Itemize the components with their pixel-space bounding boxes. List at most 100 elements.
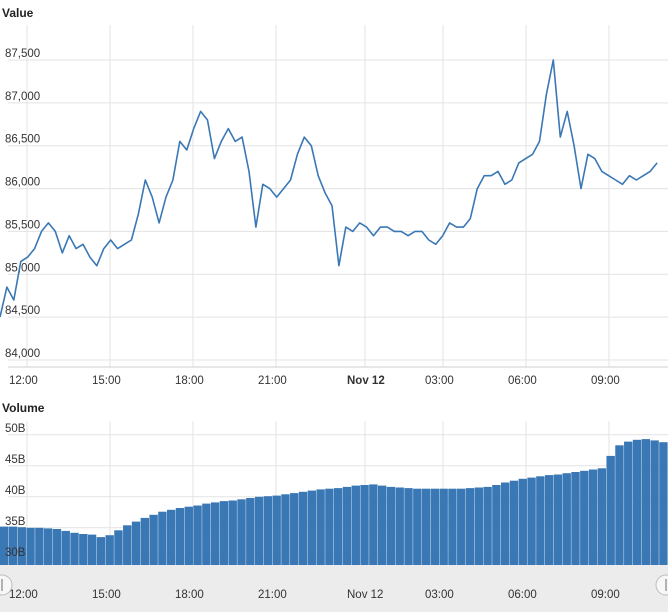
volume-bar: [61, 530, 70, 565]
value-chart: Value 84,000 84,500 85,000 85,500 86,000 86,5…: [0, 6, 668, 387]
volume-bar: [184, 506, 193, 565]
volume-bar: [123, 525, 132, 565]
volume-bar: [562, 473, 571, 565]
volume-bar: [193, 505, 202, 565]
volume-chart-title: Volume: [2, 401, 45, 415]
volume-bar: [254, 496, 264, 565]
value-chart-title: Value: [2, 6, 34, 20]
volume-bar: [228, 500, 237, 565]
navigator-x-tick-label: 18:00: [175, 589, 204, 601]
volume-bar: [35, 527, 44, 565]
volume-bar: [457, 488, 466, 565]
volume-bar: [615, 445, 624, 565]
volume-bar: [588, 469, 598, 565]
navigator-x-tick-label: 06:00: [508, 589, 537, 601]
volume-bar: [421, 488, 431, 565]
navigator-x-tick-label: 09:00: [591, 589, 620, 601]
volume-bar: [307, 490, 317, 565]
volume-bar: [272, 495, 281, 565]
navigator-x-tick-label: 12:00: [9, 589, 38, 601]
navigator-left-handle[interactable]: [0, 574, 13, 596]
volume-bar: [430, 488, 440, 565]
value-x-tick-label: 06:00: [508, 375, 537, 387]
volume-y-tick-label: 40B: [5, 485, 26, 497]
value-line: [0, 59, 658, 318]
volume-bar: [624, 441, 633, 565]
volume-bar: [474, 487, 484, 565]
value-grid: [8, 25, 668, 368]
volume-bar: [237, 499, 246, 565]
value-y-tick-label: 85,000: [5, 262, 40, 274]
navigator-x-tick-label: 03:00: [425, 589, 454, 601]
volume-bar: [325, 488, 334, 565]
volume-bar: [210, 502, 220, 565]
value-x-axis: 12:00 15:00 18:00 21:00 Nov 12 03:00 06:00 09:0…: [9, 375, 620, 387]
volume-bar: [96, 537, 106, 565]
volume-bar: [175, 508, 185, 565]
volume-bar: [448, 488, 457, 565]
value-y-tick-label: 87,000: [5, 91, 40, 103]
value-x-tick-label: 15:00: [92, 375, 121, 387]
volume-y-tick-label: 35B: [5, 516, 26, 528]
volume-bar: [527, 477, 536, 565]
volume-bar: [52, 529, 62, 565]
volume-bar: [536, 476, 545, 565]
navigator-x-tick-label: 21:00: [258, 589, 287, 601]
volume-bar: [404, 488, 413, 565]
navigator-x-tick-label: 15:00: [92, 589, 121, 601]
volume-bar: [290, 493, 299, 565]
value-y-tick-label: 84,000: [5, 348, 40, 360]
volume-bar: [105, 535, 114, 565]
volume-bar: [413, 488, 422, 565]
volume-bar: [149, 514, 158, 565]
volume-bars: [0, 439, 668, 565]
volume-bar: [246, 498, 255, 565]
volume-y-tick-label: 30B: [5, 547, 26, 559]
volume-bar: [518, 478, 527, 565]
volume-bar: [641, 439, 651, 565]
volume-bar: [483, 486, 492, 565]
volume-bar: [43, 528, 53, 565]
value-x-tick-label: 21:00: [258, 375, 287, 387]
volume-bar: [351, 485, 360, 565]
volume-bar: [395, 487, 404, 565]
navigator-x-axis: 12:00 15:00 18:00 21:00 Nov 12 03:00 06:00 09:0…: [9, 589, 620, 601]
volume-bar: [439, 488, 448, 565]
volume-bar: [263, 496, 273, 565]
volume-bar: [544, 475, 554, 565]
value-x-tick-label: 12:00: [9, 375, 38, 387]
volume-bar: [360, 485, 369, 565]
volume-bar: [79, 534, 88, 565]
volume-bar: [650, 440, 659, 565]
volume-bar: [8, 526, 18, 565]
volume-bar: [316, 489, 325, 565]
volume-bar: [158, 511, 167, 565]
volume-bar: [26, 527, 35, 565]
value-y-tick-label: 84,500: [5, 305, 40, 317]
volume-bar: [87, 534, 97, 565]
volume-bar: [571, 472, 580, 565]
value-series: [0, 59, 658, 318]
volume-bar: [509, 480, 519, 565]
value-x-tick-label: 09:00: [591, 375, 620, 387]
value-y-axis: 84,000 84,500 85,000 85,500 86,000 86,500 87,0…: [5, 48, 40, 360]
volume-bar: [281, 494, 290, 565]
value-x-tick-label: 03:00: [425, 375, 454, 387]
time-navigator[interactable]: 12:00 15:00 18:00 21:00 Nov 12 03:00 06:00 09:0…: [0, 565, 668, 612]
volume-bar: [553, 474, 563, 565]
volume-y-axis: 30B 35B 40B 45B 50B: [5, 423, 26, 559]
volume-bar: [219, 501, 229, 565]
volume-bar: [465, 488, 475, 565]
volume-bar: [659, 442, 668, 565]
volume-bar: [632, 439, 642, 565]
value-y-tick-label: 85,500: [5, 219, 40, 231]
volume-bar: [597, 468, 607, 565]
navigator-right-handle[interactable]: [655, 574, 668, 596]
volume-bar: [298, 491, 308, 565]
volume-bar: [606, 455, 615, 565]
volume-bar: [202, 503, 211, 565]
volume-bar: [167, 509, 176, 565]
volume-bar: [131, 521, 141, 565]
navigator-background: [0, 565, 668, 612]
